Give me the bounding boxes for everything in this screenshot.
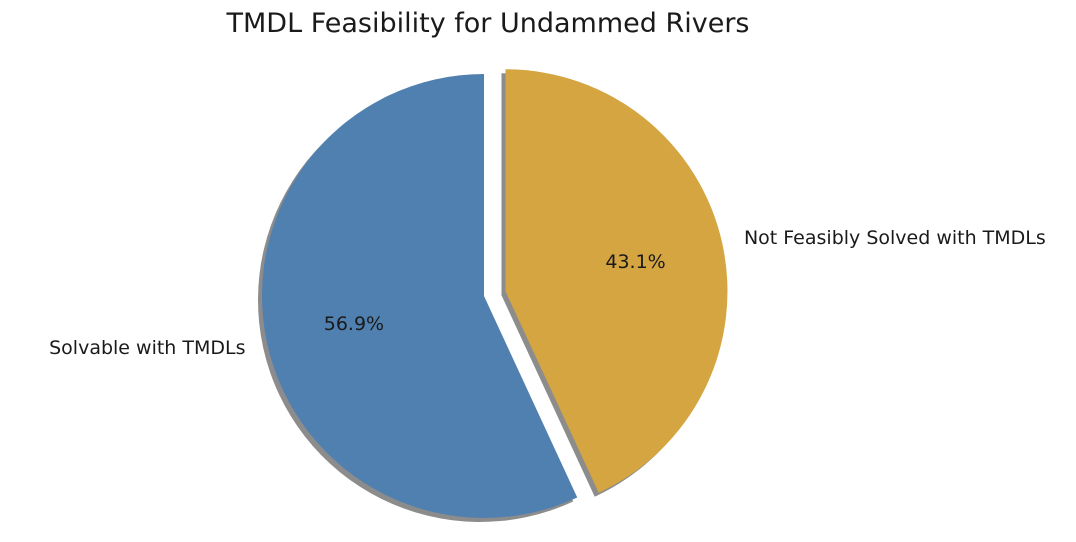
- pie-slice-solvable-with-tmdls: [261, 74, 578, 519]
- chart-title: TMDL Feasibility for Undammed Rivers: [226, 8, 750, 39]
- pie-category-label-not-feasibly-solved-with-tmdls: Not Feasibly Solved with TMDLs: [744, 227, 1046, 249]
- pie-pct-label-solvable-with-tmdls: 56.9%: [324, 313, 384, 335]
- pie-category-label-solvable-with-tmdls: Solvable with TMDLs: [49, 337, 245, 359]
- pie-slice-layer: [261, 69, 728, 519]
- pie-label-layer: 56.9% Solvable with TMDLs 43.1% Not Feasibl…: [49, 227, 1046, 359]
- pie-slice-not-feasibly-solved-with-tmdls: [505, 69, 728, 493]
- pie-pct-label-not-feasibly-solved-with-tmdls: 43.1%: [605, 251, 665, 273]
